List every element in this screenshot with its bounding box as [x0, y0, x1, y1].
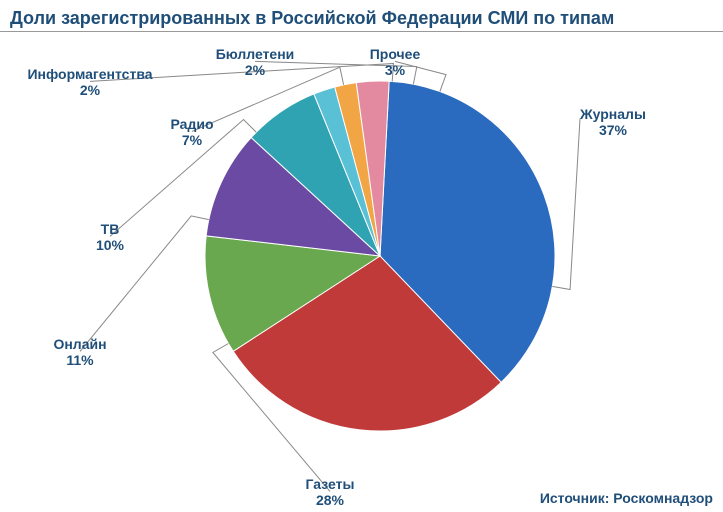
label-Журналы: Журналы37% — [580, 106, 646, 138]
label-Информагентства: Информагентства2% — [27, 66, 152, 98]
label-Прочее: Прочее3% — [370, 46, 421, 78]
label-Онлайн: Онлайн11% — [53, 336, 106, 368]
label-Газеты: Газеты28% — [306, 476, 355, 508]
label-Радио: Радио7% — [171, 116, 214, 148]
source-text: Источник: Роскомнадзор — [540, 490, 713, 506]
title-underline — [0, 31, 723, 32]
label-Бюллетени: Бюллетени2% — [216, 46, 295, 78]
pie-chart — [200, 66, 560, 446]
chart-area: Журналы37%Газеты28%Онлайн11%ТВ10%Радио7%… — [0, 36, 723, 496]
label-ТВ: ТВ10% — [96, 221, 124, 253]
chart-title: Доли зарегистрированных в Российской Фед… — [0, 0, 723, 31]
